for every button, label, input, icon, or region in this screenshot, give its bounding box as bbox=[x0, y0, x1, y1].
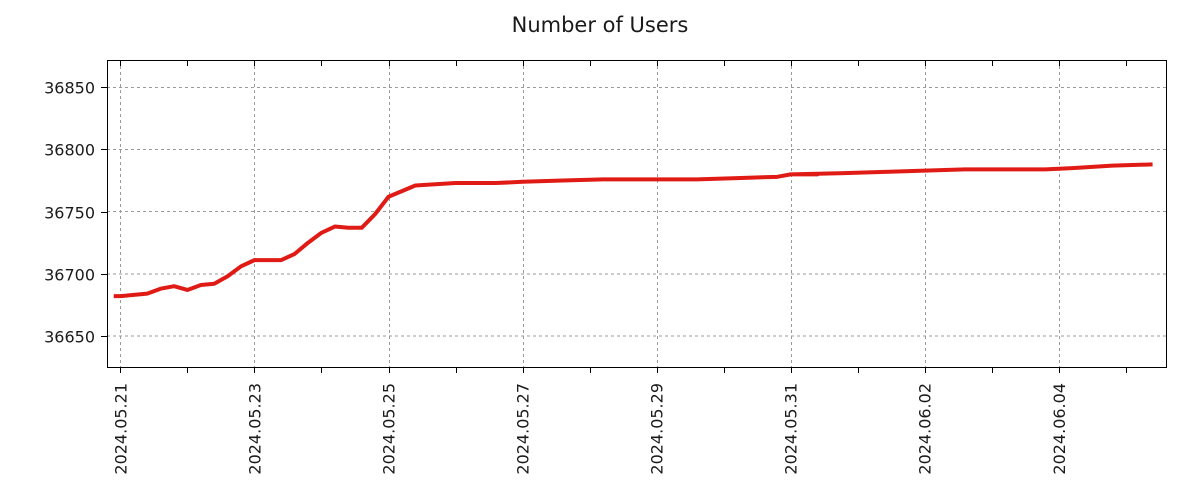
svg-text:36750: 36750 bbox=[44, 204, 95, 223]
chart-title: Number of Users bbox=[511, 13, 689, 37]
axis-ticks bbox=[101, 60, 1128, 373]
y-axis-tick-labels: 36650 36700 36750 36800 36850 bbox=[44, 79, 95, 347]
svg-text:36650: 36650 bbox=[44, 328, 95, 347]
svg-text:2024.05.31: 2024.05.31 bbox=[782, 383, 801, 475]
grid-lines bbox=[107, 60, 1166, 367]
svg-text:2024.05.21: 2024.05.21 bbox=[111, 383, 130, 475]
plot-frame bbox=[106, 59, 1168, 369]
svg-text:36800: 36800 bbox=[44, 141, 95, 160]
svg-text:36850: 36850 bbox=[44, 79, 95, 98]
svg-text:2024.05.25: 2024.05.25 bbox=[380, 383, 399, 475]
svg-text:2024.05.27: 2024.05.27 bbox=[514, 383, 533, 475]
svg-text:2024.05.29: 2024.05.29 bbox=[648, 383, 667, 475]
x-axis-tick-labels: 2024.05.21 2024.05.23 2024.05.25 2024.05.27… bbox=[111, 383, 1068, 475]
svg-text:2024.06.04: 2024.06.04 bbox=[1050, 383, 1069, 475]
svg-text:36700: 36700 bbox=[44, 266, 95, 285]
data-series-number-of-users bbox=[113, 162, 1153, 299]
svg-text:2024.05.23: 2024.05.23 bbox=[245, 383, 264, 475]
svg-text:2024.06.02: 2024.06.02 bbox=[916, 383, 935, 475]
